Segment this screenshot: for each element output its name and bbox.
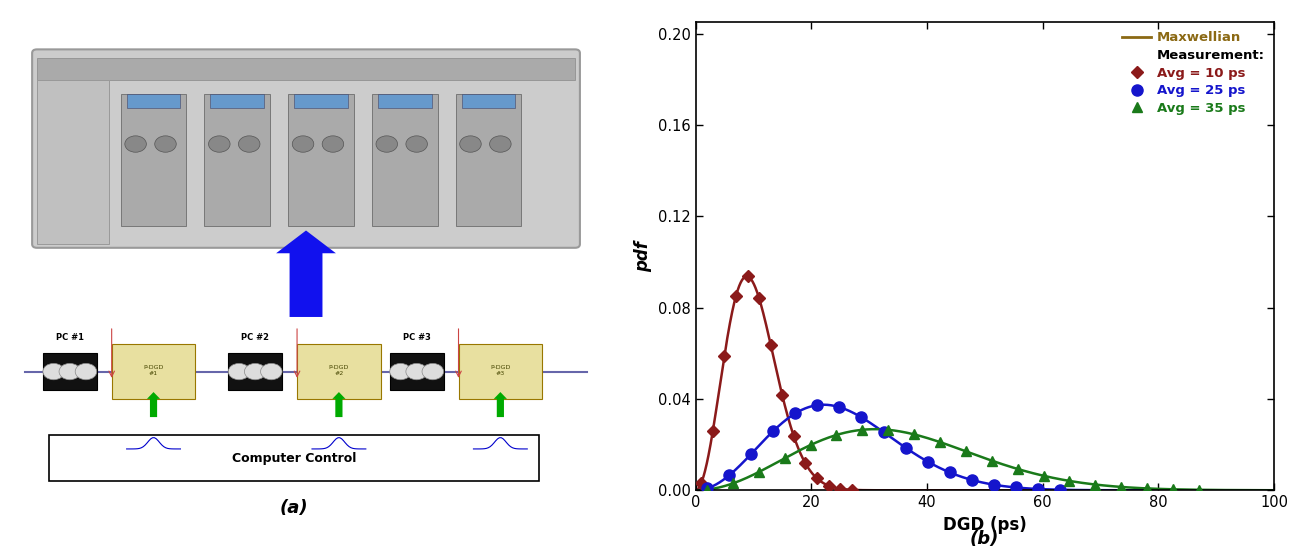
Circle shape xyxy=(43,363,65,380)
Bar xyxy=(378,94,432,107)
Bar xyxy=(289,94,354,226)
Legend: Maxwellian, Measurement:, Avg = 10 ps, Avg = 25 ps, Avg = 35 ps: Maxwellian, Measurement:, Avg = 10 ps, A… xyxy=(1117,26,1270,120)
Text: PC #1: PC #1 xyxy=(56,333,83,342)
FancyBboxPatch shape xyxy=(296,344,381,399)
Circle shape xyxy=(260,363,282,380)
Text: Computer Control: Computer Control xyxy=(231,452,356,465)
FancyArrow shape xyxy=(333,392,346,417)
Circle shape xyxy=(490,136,511,152)
Bar xyxy=(455,94,521,226)
Bar xyxy=(121,94,186,226)
Bar xyxy=(126,94,181,107)
Text: P-DGD
#3: P-DGD #3 xyxy=(490,365,511,376)
Text: P-DGD
#1: P-DGD #1 xyxy=(143,365,164,376)
Circle shape xyxy=(125,136,147,152)
Bar xyxy=(229,353,282,390)
Circle shape xyxy=(244,363,266,380)
Circle shape xyxy=(208,136,230,152)
FancyBboxPatch shape xyxy=(459,344,542,399)
FancyBboxPatch shape xyxy=(32,49,580,248)
Bar xyxy=(372,94,438,226)
Bar xyxy=(36,80,109,244)
Circle shape xyxy=(58,363,81,380)
Text: (b): (b) xyxy=(970,531,998,548)
Y-axis label: pdf: pdf xyxy=(634,241,653,271)
Bar xyxy=(462,94,515,107)
Circle shape xyxy=(229,363,250,380)
Text: (a): (a) xyxy=(280,499,308,517)
FancyArrow shape xyxy=(276,230,335,317)
Circle shape xyxy=(406,363,428,380)
Bar xyxy=(211,94,264,107)
FancyArrow shape xyxy=(494,392,507,417)
Bar xyxy=(43,353,96,390)
Bar xyxy=(390,353,443,390)
Circle shape xyxy=(390,363,411,380)
Text: PC #3: PC #3 xyxy=(403,333,430,342)
X-axis label: DGD (ps): DGD (ps) xyxy=(942,516,1027,534)
Bar xyxy=(294,94,348,107)
Circle shape xyxy=(155,136,177,152)
FancyBboxPatch shape xyxy=(112,344,195,399)
Circle shape xyxy=(422,363,443,380)
Circle shape xyxy=(292,136,313,152)
Bar xyxy=(204,94,270,226)
Circle shape xyxy=(322,136,343,152)
Circle shape xyxy=(75,363,96,380)
Circle shape xyxy=(460,136,481,152)
Text: P-DGD
#2: P-DGD #2 xyxy=(329,365,350,376)
Text: PC #2: PC #2 xyxy=(242,333,269,342)
FancyBboxPatch shape xyxy=(36,58,575,80)
Circle shape xyxy=(238,136,260,152)
Circle shape xyxy=(376,136,398,152)
FancyArrow shape xyxy=(147,392,160,417)
Bar xyxy=(49,435,540,481)
Circle shape xyxy=(406,136,428,152)
